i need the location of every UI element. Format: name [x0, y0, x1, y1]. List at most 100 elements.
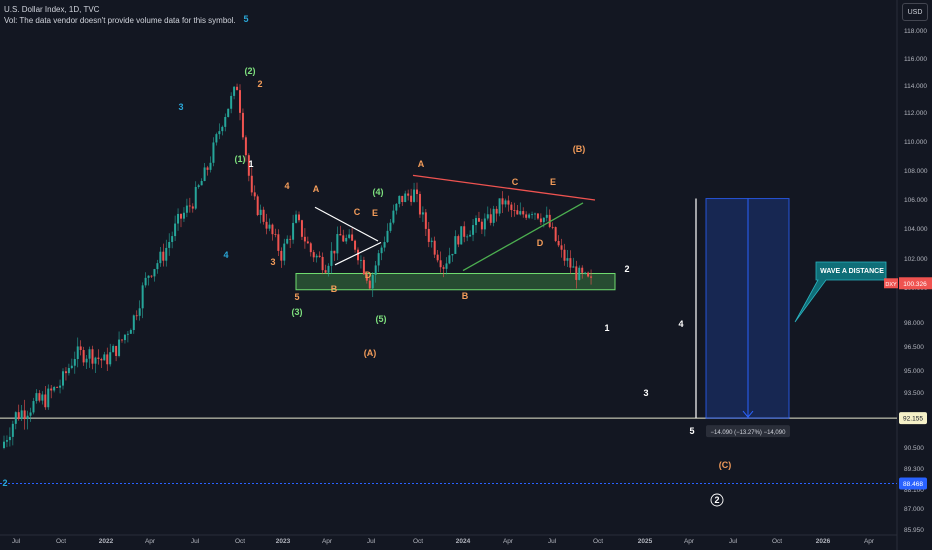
candle-body	[463, 226, 466, 237]
volume-note: Vol: The data vendor doesn't provide vol…	[4, 16, 236, 25]
candle-body	[112, 345, 115, 353]
candle-body	[41, 394, 44, 401]
candle-body	[383, 242, 386, 248]
x-tick-label: 2024	[456, 538, 471, 545]
candle-body	[174, 223, 177, 237]
candle-body	[280, 250, 283, 261]
candle-body	[386, 230, 389, 243]
candle-body	[483, 218, 486, 230]
candle-body	[292, 222, 295, 240]
candle-body	[539, 218, 542, 223]
price-candles	[3, 83, 593, 450]
candle-body	[82, 350, 85, 363]
candle-body	[551, 226, 554, 228]
x-tick-label: 2022	[99, 538, 114, 545]
candle-body	[581, 267, 584, 273]
wave-label-green: (2)	[245, 66, 256, 76]
candle-body	[115, 345, 118, 356]
candle-body	[528, 214, 531, 218]
wave-label-orange: E	[372, 208, 378, 218]
candle-body	[177, 213, 180, 224]
candle-body	[150, 275, 153, 277]
candle-body	[286, 238, 289, 244]
candle-body	[221, 126, 224, 132]
candle-body	[315, 255, 318, 258]
candle-body	[566, 258, 569, 261]
wave-label-white: 1	[248, 159, 253, 169]
wave-label-orange: A	[418, 159, 425, 169]
wave-label-white: 2	[714, 495, 719, 505]
candle-body	[91, 349, 94, 364]
x-tick-label: Oct	[593, 538, 603, 545]
candle-body	[336, 234, 339, 254]
y-tick-label: 102.000	[904, 256, 928, 263]
current-price-tag-bg	[899, 277, 932, 290]
candle-body	[522, 211, 525, 215]
candle-body	[357, 249, 359, 261]
candle-body	[404, 193, 407, 202]
candle-body	[215, 134, 218, 143]
wave-label-green: (4)	[373, 187, 384, 197]
wave-label-orange: D	[537, 238, 544, 248]
candle-body	[206, 167, 209, 170]
candle-body	[457, 236, 460, 245]
candle-body	[542, 217, 545, 223]
candle-body	[445, 263, 448, 269]
low-price-tag: 88.468	[903, 481, 923, 488]
y-tick-label: 95.000	[904, 368, 924, 375]
measure-label: −14.090 (−13.27%) −14,090	[711, 430, 787, 436]
candle-body	[185, 205, 188, 213]
candle-body	[239, 90, 241, 113]
candle-body	[572, 266, 575, 268]
support-price-tag-bg	[899, 412, 927, 425]
candle-body	[330, 250, 333, 266]
candle-body	[247, 155, 250, 176]
candle-body	[156, 263, 159, 270]
wave-label-cyan: 3	[178, 102, 183, 112]
candle-body	[548, 214, 551, 227]
candle-body	[298, 214, 300, 221]
candle-body	[233, 86, 236, 96]
candle-body	[309, 243, 312, 253]
wave-label-orange: 2	[257, 79, 262, 89]
candle-body	[545, 214, 548, 218]
wave-label-orange: C	[512, 177, 519, 187]
wave-label-green: (1)	[235, 154, 246, 164]
candle-body	[132, 315, 135, 331]
y-axis-ticks: 118.000 116.000 114.000 112.000 110.000 108.0…	[904, 28, 928, 534]
candle-body	[454, 236, 457, 254]
candle-body	[76, 346, 79, 360]
candle-body	[141, 285, 144, 309]
candle-body	[59, 385, 62, 388]
candle-body	[451, 253, 454, 256]
candle-body	[339, 234, 342, 236]
candle-body	[498, 198, 501, 214]
candle-body	[534, 213, 536, 215]
candle-body	[300, 220, 303, 237]
candle-body	[348, 234, 351, 238]
candle-body	[100, 358, 103, 361]
candle-body	[560, 245, 563, 250]
candle-body	[188, 205, 191, 207]
currency-unit-button[interactable]: USD	[902, 3, 928, 21]
wave-label-cyan: 5	[243, 14, 248, 24]
candle-body	[230, 95, 233, 109]
candle-body	[203, 167, 206, 181]
x-tick-label: Apr	[145, 538, 156, 545]
y-tick-label: 87.000	[904, 506, 924, 513]
candle-body	[47, 388, 50, 408]
candle-body	[20, 410, 23, 419]
x-tick-label: 2025	[638, 538, 653, 545]
y-tick-label: 114.000	[904, 83, 927, 90]
x-axis-ticks: Jul Oct 2022 Apr Jul Oct 2023 Apr Jul Oct 2024 Apr J…	[12, 538, 875, 545]
candle-body	[407, 193, 410, 196]
wave-label-white: 1	[604, 323, 609, 333]
candle-body	[8, 436, 11, 441]
candle-body	[144, 277, 147, 286]
candle-body	[362, 259, 365, 275]
candle-body	[274, 234, 277, 235]
candle-body	[200, 180, 203, 186]
current-price-tag: 100.326	[903, 281, 927, 288]
candle-body	[295, 214, 298, 223]
